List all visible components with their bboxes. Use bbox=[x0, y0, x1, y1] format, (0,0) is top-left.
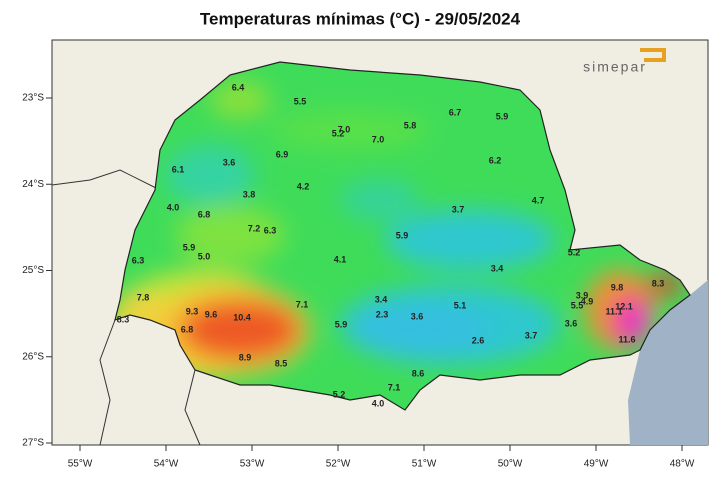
station-value: 10.4 bbox=[233, 312, 251, 322]
station-value: 4.0 bbox=[372, 398, 385, 408]
station-value: 5.2 bbox=[332, 128, 345, 138]
station-value: 6.8 bbox=[181, 324, 194, 334]
station-value: 6.3 bbox=[132, 255, 145, 265]
station-value: 11.1 bbox=[605, 306, 622, 316]
station-value: 7.1 bbox=[388, 382, 401, 392]
lat-label: 23°S bbox=[22, 93, 44, 104]
station-value: 5.2 bbox=[568, 247, 581, 257]
station-value: 3.7 bbox=[525, 330, 538, 340]
lon-label: 54°W bbox=[154, 459, 179, 470]
station-value: 5.9 bbox=[335, 319, 348, 329]
station-value: 6.3 bbox=[264, 225, 277, 235]
station-value: 8.5 bbox=[275, 358, 288, 368]
station-value: 5.5 bbox=[571, 300, 584, 310]
lon-label: 55°W bbox=[68, 459, 93, 470]
station-value: 9.8 bbox=[611, 282, 624, 292]
station-value: 3.7 bbox=[452, 204, 465, 214]
station-value: 8.9 bbox=[239, 352, 252, 362]
station-value: 3.6 bbox=[223, 157, 236, 167]
station-value: 3.6 bbox=[565, 318, 578, 328]
border bbox=[184, 369, 201, 446]
lon-label: 50°W bbox=[498, 459, 523, 470]
station-value: 6.9 bbox=[276, 149, 289, 159]
station-value: 12.1 bbox=[615, 301, 633, 311]
station-value: 3.6 bbox=[411, 311, 424, 321]
station-value: 2.3 bbox=[376, 309, 389, 319]
station-value: 3.4 bbox=[491, 263, 504, 273]
ocean bbox=[628, 280, 708, 445]
lon-label: 49°W bbox=[584, 459, 609, 470]
station-value: 6.4 bbox=[232, 82, 245, 92]
logo-text: simepar bbox=[583, 59, 647, 75]
lat-label: 26°S bbox=[22, 351, 44, 362]
lat-label: 25°S bbox=[22, 265, 44, 276]
lon-label: 52°W bbox=[326, 459, 351, 470]
station-value: 5.9 bbox=[183, 242, 196, 252]
lat-label: 27°S bbox=[22, 438, 44, 449]
lon-label: 53°W bbox=[240, 459, 265, 470]
station-value: 4.9 bbox=[581, 296, 594, 306]
station-value: 8.3 bbox=[117, 314, 130, 324]
border bbox=[99, 319, 116, 446]
station-value: 5.1 bbox=[454, 300, 467, 310]
station-value: 8.3 bbox=[652, 278, 665, 288]
station-value: 7.0 bbox=[338, 124, 351, 134]
station-value: 3.9 bbox=[576, 290, 589, 300]
station-value: 3.4 bbox=[375, 294, 388, 304]
logo: simepar bbox=[583, 48, 666, 75]
station-value: 7.2 bbox=[248, 223, 261, 233]
station-value: 3.8 bbox=[243, 189, 256, 199]
station-value: 4.1 bbox=[334, 254, 347, 264]
station-value: 7.0 bbox=[372, 134, 385, 144]
station-value: 5.9 bbox=[396, 230, 409, 240]
station-value: 4.7 bbox=[532, 195, 545, 205]
station-value: 6.1 bbox=[172, 164, 185, 174]
station-value: 5.2 bbox=[333, 389, 346, 399]
lon-label: 51°W bbox=[412, 459, 437, 470]
station-value: 5.0 bbox=[198, 251, 211, 261]
station-value: 5.9 bbox=[496, 111, 509, 121]
station-value: 4.0 bbox=[167, 202, 180, 212]
station-value: 6.8 bbox=[198, 209, 211, 219]
station-value: 7.1 bbox=[296, 299, 309, 309]
map-title: Temperaturas mínimas (°C) - 29/05/2024 bbox=[200, 9, 521, 28]
station-value: 8.6 bbox=[412, 368, 425, 378]
station-value: 11.6 bbox=[618, 334, 635, 344]
lon-label: 48°W bbox=[670, 459, 695, 470]
station-value: 5.5 bbox=[294, 96, 307, 106]
station-value: 4.2 bbox=[297, 181, 310, 191]
station-value: 9.3 bbox=[186, 306, 199, 316]
station-value: 5.8 bbox=[404, 120, 417, 130]
station-value: 6.2 bbox=[489, 155, 502, 165]
border bbox=[51, 169, 161, 191]
lat-label: 24°S bbox=[22, 179, 44, 190]
station-value: 7.8 bbox=[137, 292, 150, 302]
station-value: 2.6 bbox=[472, 335, 485, 345]
station-value: 6.7 bbox=[449, 107, 462, 117]
station-value: 9.6 bbox=[205, 309, 218, 319]
